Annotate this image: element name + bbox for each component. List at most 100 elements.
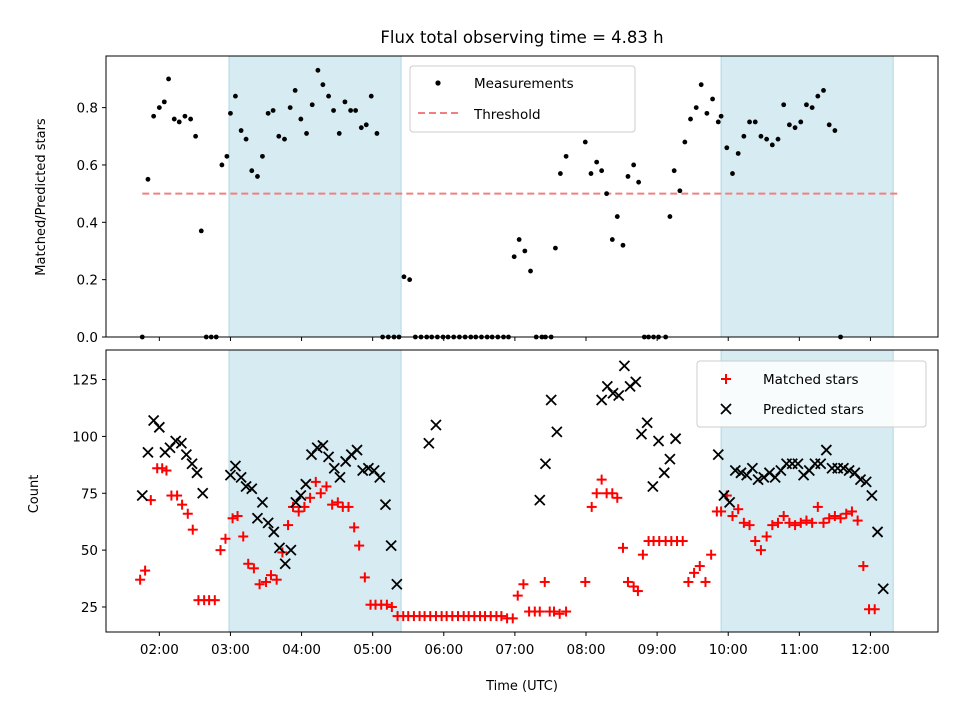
y-tick-label: 0.4	[77, 215, 98, 231]
predicted-star-point	[136, 489, 148, 502]
matched-star-point	[215, 545, 226, 556]
measurement-point	[688, 116, 693, 122]
matched-star-point	[135, 574, 146, 585]
matched-star-point	[801, 515, 812, 526]
measurement-point	[594, 159, 600, 165]
measurement-point	[693, 105, 699, 111]
measurement-point	[522, 248, 528, 254]
measurement-point	[764, 136, 770, 142]
y-tick-label: 0.6	[77, 158, 98, 174]
measurement-point	[821, 88, 826, 93]
x-axis-label: Time (UTC)	[485, 679, 558, 694]
matched-star-point	[586, 501, 597, 512]
predicted-star-points	[136, 360, 889, 595]
predicted-star-point	[664, 453, 676, 465]
measurement-point	[145, 176, 151, 182]
matched-star-point	[694, 561, 705, 572]
observing-interval-band	[228, 55, 402, 338]
measurement-point	[625, 174, 631, 179]
predicted-star-point	[311, 442, 323, 454]
matched-star-point	[683, 576, 694, 587]
measurement-point	[368, 93, 374, 99]
top-y-ticks: 0.0 0.2 0.4 0.6 0.8	[77, 101, 106, 346]
x-tick-label: 07:00	[495, 642, 534, 658]
measurement-point	[667, 214, 673, 219]
measurement-point	[758, 133, 764, 139]
measurement-point	[182, 113, 188, 119]
measurement-point	[304, 131, 309, 136]
measurement-point	[631, 162, 637, 168]
matched-star-point	[841, 508, 852, 519]
measurement-point	[309, 102, 315, 108]
measurement-point	[188, 116, 194, 122]
measurement-point	[604, 191, 610, 197]
measurement-point	[804, 102, 809, 108]
predicted-star-point	[735, 467, 747, 479]
matched-star-point	[733, 504, 744, 515]
predicted-star-point	[295, 489, 307, 502]
matched-star-point	[561, 606, 572, 617]
measurement-point	[792, 125, 798, 131]
measurement-point	[238, 128, 244, 133]
measurement-point	[815, 93, 821, 99]
predicted-star-point	[423, 437, 435, 449]
y-tick-label: 100	[72, 429, 98, 445]
legend-threshold-label: Threshold	[473, 107, 541, 123]
predicted-star-point	[191, 467, 203, 479]
matched-star-point	[818, 517, 829, 528]
predicted-star-point	[175, 437, 188, 449]
measurement-point	[224, 153, 230, 159]
matched-star-point	[554, 608, 565, 619]
matched-star-point	[549, 606, 559, 617]
matched-star-point	[784, 517, 795, 528]
matched-star-point	[689, 567, 700, 578]
predicted-star-point	[262, 517, 274, 529]
top-legend-box	[409, 65, 636, 133]
measurement-point	[588, 171, 594, 176]
predicted-star-point	[170, 435, 182, 447]
measurement-point	[166, 76, 171, 82]
matched-star-point	[182, 508, 193, 519]
top-plot-frame	[105, 55, 939, 338]
measurement-point	[315, 67, 321, 73]
matched-star-point	[283, 520, 294, 531]
measurement-point	[786, 122, 792, 128]
matched-star-point	[243, 558, 254, 569]
matched-star-point	[750, 536, 761, 547]
predicted-star-point	[279, 558, 291, 570]
predicted-star-point	[317, 439, 329, 452]
y-tick-label: 0.2	[77, 273, 98, 289]
matched-star-point	[617, 542, 628, 553]
measurement-point	[219, 162, 225, 168]
x-tick-label: 12:00	[851, 642, 890, 658]
predicted-star-point	[379, 499, 392, 511]
matched-star-point	[265, 570, 276, 581]
matched-star-point	[852, 515, 863, 526]
predicted-star-point	[630, 376, 642, 388]
measurement-point	[326, 93, 331, 99]
measurement-point	[682, 139, 688, 145]
predicted-star-point	[180, 448, 192, 461]
matched-star-point	[755, 545, 766, 556]
matched-star-point	[220, 533, 231, 544]
predicted-star-point	[712, 448, 724, 461]
predicted-star-point	[843, 464, 855, 477]
matched-star-point	[622, 576, 633, 587]
matched-star-point	[829, 511, 840, 522]
measurement-point	[698, 82, 704, 88]
predicted-star-point	[240, 480, 252, 493]
matched-star-point	[293, 506, 304, 517]
predicted-star-point	[854, 473, 867, 486]
matched-star-point	[315, 488, 326, 499]
predicted-star-point	[820, 444, 832, 456]
x-tick-label: 11:00	[780, 642, 819, 658]
measurement-point	[735, 151, 741, 156]
matched-star-points	[135, 463, 880, 624]
measurement-point	[255, 174, 260, 179]
y-tick-label: 0.0	[77, 330, 98, 346]
measurement-point	[718, 113, 724, 119]
bottom-legend-box	[696, 360, 927, 428]
measurement-point	[193, 133, 199, 139]
matched-star-point	[812, 501, 823, 512]
measurement-point	[249, 168, 255, 174]
